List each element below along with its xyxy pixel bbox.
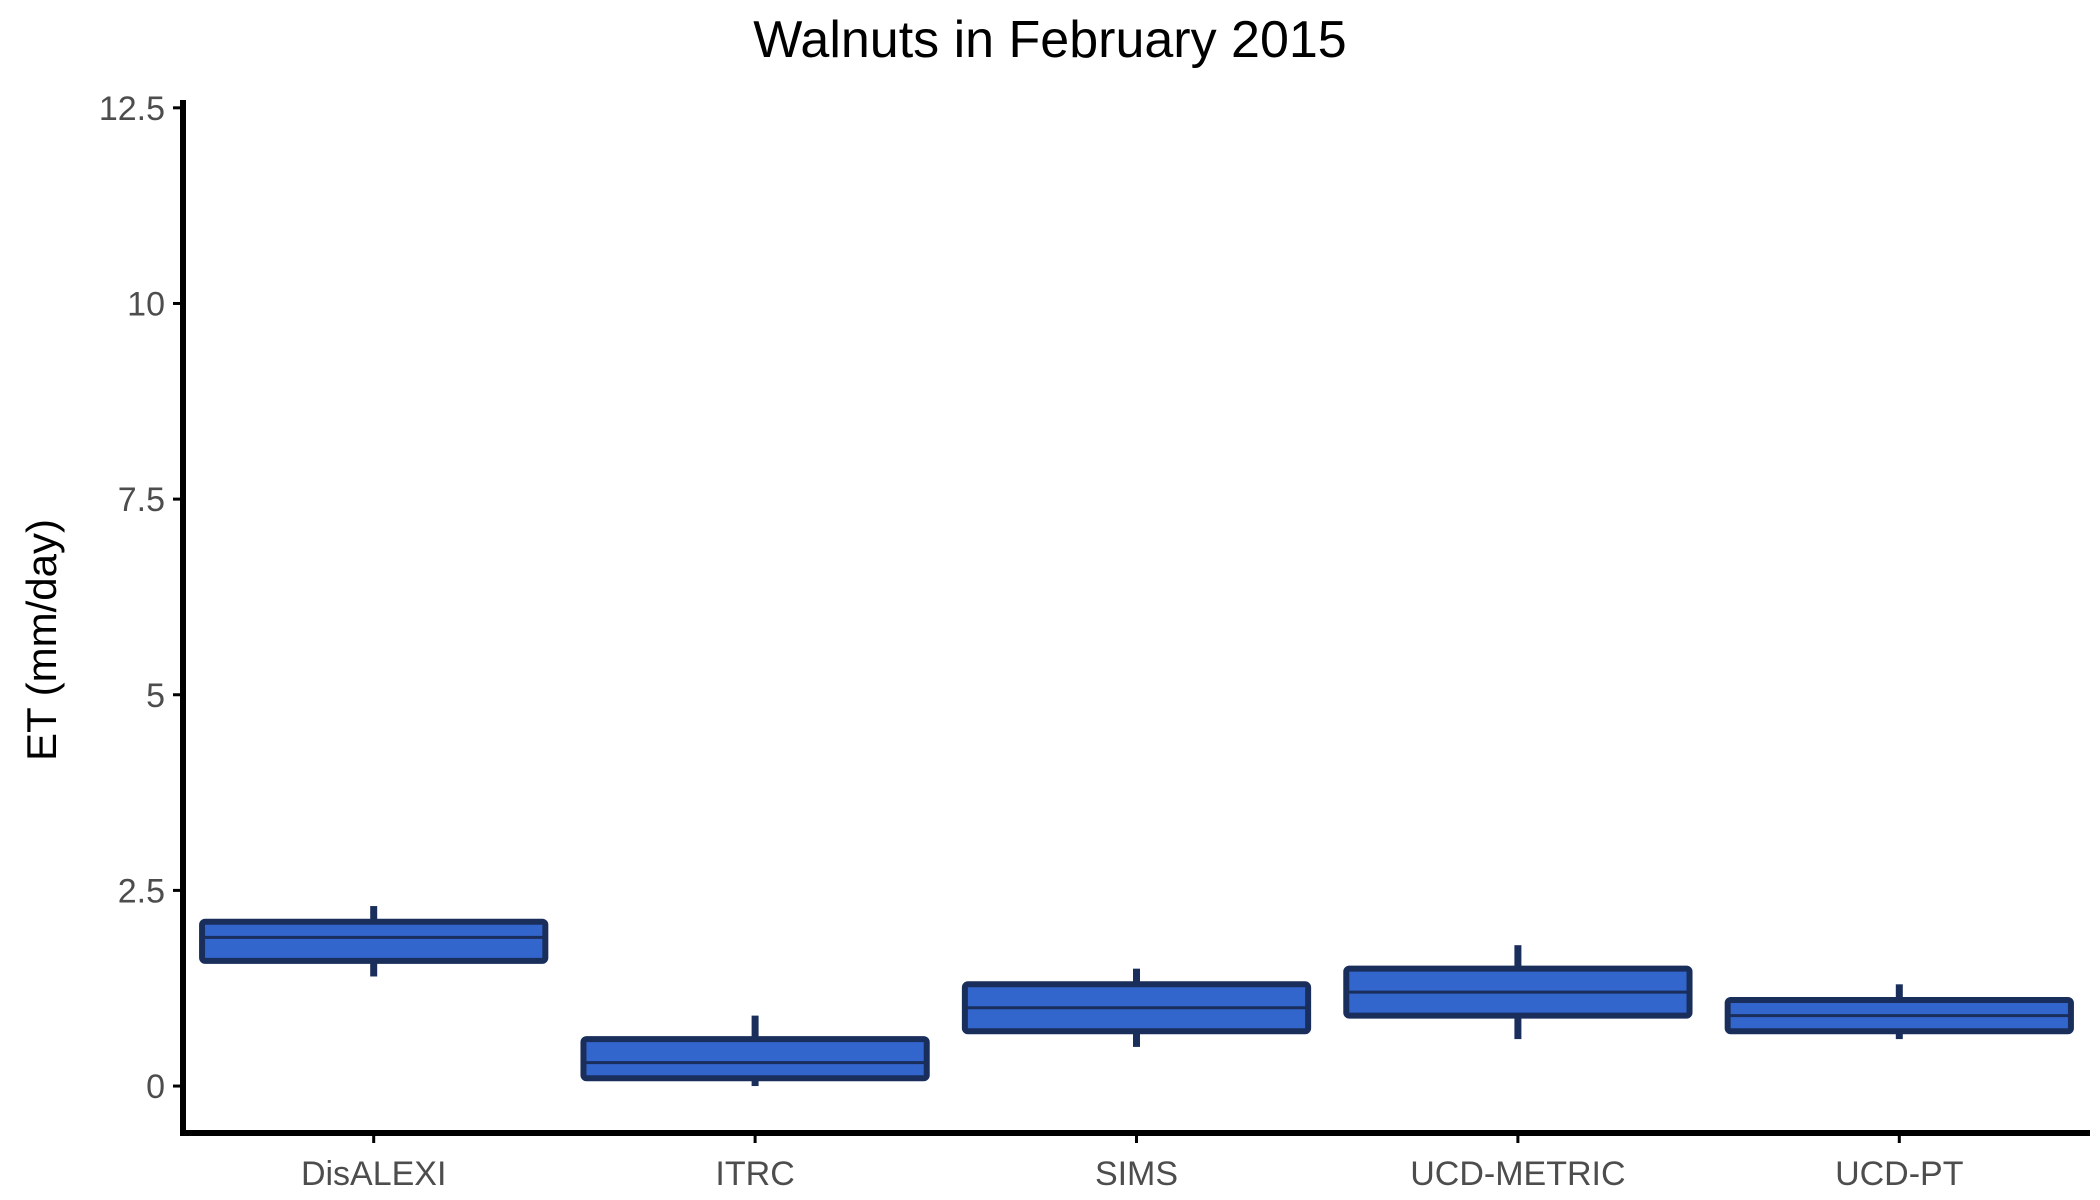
x-tick-label: DisALEXI: [301, 1155, 447, 1193]
chart-title: Walnuts in February 2015: [753, 11, 1347, 69]
x-tick-label: UCD-PT: [1835, 1155, 1963, 1193]
y-tick-label: 5: [146, 677, 165, 715]
x-tick-label: UCD-METRIC: [1410, 1155, 1625, 1193]
box-disalexi: [199, 918, 549, 964]
y-tick-label: 0: [146, 1068, 165, 1106]
y-tick-label: 2.5: [118, 872, 165, 910]
x-tick-label: SIMS: [1095, 1155, 1178, 1193]
y-tick-label: 10: [127, 285, 165, 323]
box-itrc: [580, 1036, 930, 1082]
y-tick-label: 12.5: [99, 90, 165, 128]
x-tick-label: ITRC: [715, 1155, 794, 1193]
y-tick-label: 7.5: [118, 481, 165, 519]
